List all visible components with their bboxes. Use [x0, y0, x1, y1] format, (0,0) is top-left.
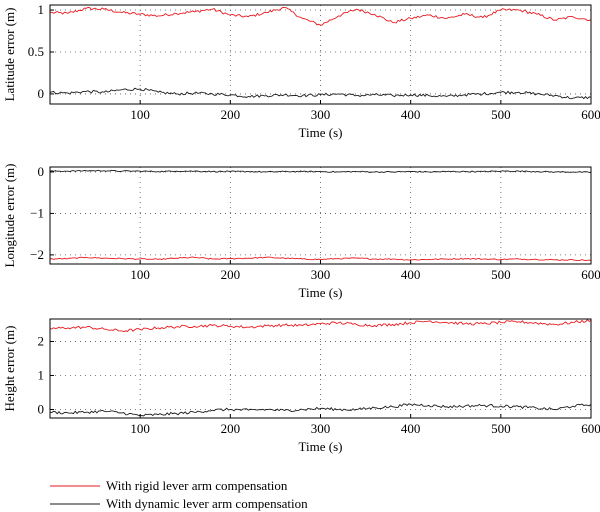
- x-tick-label: 500: [491, 421, 511, 436]
- x-tick-label: 600: [581, 421, 600, 436]
- axes-frame: [49, 318, 592, 419]
- x-axis-label: Time (s): [299, 285, 343, 300]
- y-tick-label: 1: [38, 367, 45, 382]
- y-tick-label: 0: [38, 86, 45, 101]
- y-tick-label: 0: [38, 164, 45, 179]
- x-axis-label: Time (s): [299, 125, 343, 140]
- y-tick-label: −2: [30, 247, 44, 262]
- y-tick-label: −1: [30, 205, 44, 220]
- y-tick-label: 2: [38, 333, 45, 348]
- x-tick-label: 100: [130, 267, 150, 282]
- series-line-rigid: [49, 256, 592, 261]
- y-tick-label: 0.5: [28, 44, 44, 59]
- x-tick-label: 100: [130, 421, 150, 436]
- x-tick-label: 300: [311, 267, 331, 282]
- x-tick-label: 200: [221, 267, 241, 282]
- y-axis-label: Height error (m): [2, 326, 17, 412]
- axes-frame: [49, 4, 592, 105]
- x-tick-label: 500: [491, 267, 511, 282]
- x-tick-label: 200: [221, 421, 241, 436]
- legend-label-dynamic: With dynamic lever arm compensation: [106, 496, 308, 511]
- x-tick-label: 200: [221, 107, 241, 122]
- x-tick-label: 500: [491, 107, 511, 122]
- y-tick-label: 0: [38, 401, 45, 416]
- x-tick-label: 300: [311, 421, 331, 436]
- x-tick-label: 400: [401, 421, 421, 436]
- y-axis-label: Latitude error (m): [2, 8, 17, 102]
- panel-height: 100 200 300 400 500 600 0 1 2 Time (s) Height erro…: [2, 318, 600, 454]
- series-line-dynamic: [49, 169, 592, 174]
- x-tick-label: 300: [311, 107, 331, 122]
- series-line-dynamic: [49, 87, 592, 100]
- y-axis-label: Longitude error (m): [2, 164, 17, 268]
- axes-frame: [49, 166, 592, 265]
- x-axis-label: Time (s): [299, 439, 343, 454]
- x-tick-label: 600: [581, 267, 600, 282]
- x-tick-label: 100: [130, 107, 150, 122]
- x-tick-label: 600: [581, 107, 600, 122]
- x-tick-label: 400: [401, 267, 421, 282]
- panel-latitude: 100 200 300 400 500 600 0 0.5 1 Time (s) Latitude …: [2, 2, 600, 140]
- legend-label-rigid: With rigid lever arm compensation: [106, 478, 288, 493]
- series-line-rigid: [49, 318, 592, 333]
- series-line-rigid: [49, 6, 592, 26]
- panel-longitude: 100 200 300 400 500 600 −2 −1 0 Time (s) Longitude…: [2, 164, 600, 300]
- x-tick-label: 400: [401, 107, 421, 122]
- legend: With rigid lever arm compensation With d…: [50, 478, 308, 511]
- y-tick-label: 1: [38, 2, 45, 17]
